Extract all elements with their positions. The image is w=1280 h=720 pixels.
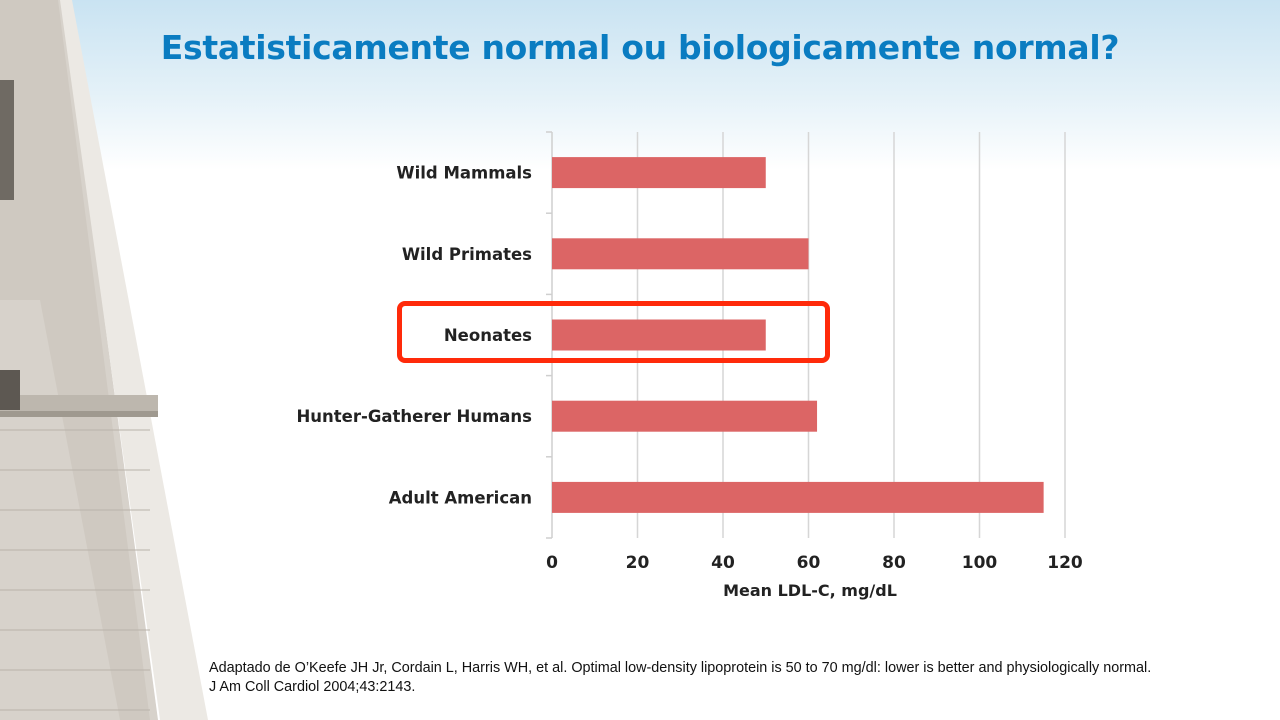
citation-line-2: J Am Coll Cardiol 2004;43:2143. (209, 679, 416, 695)
neonates-highlight-box (397, 301, 830, 363)
bar-neonates (552, 319, 766, 351)
x-tick-label-0: 0 (546, 553, 558, 573)
citation-line-1: Adaptado de O’Keefe JH Jr, Cordain L, Ha… (209, 660, 1152, 676)
x-tick-label-120: 120 (1047, 553, 1083, 573)
x-tick-label-40: 40 (711, 553, 735, 573)
category-label-wild-primates: Wild Primates (402, 245, 532, 264)
x-tick-label-60: 60 (797, 553, 821, 573)
background-sky (0, 0, 1280, 170)
category-label-neonates: Neonates (444, 326, 532, 345)
building-photo (0, 0, 208, 720)
x-tick-label-20: 20 (626, 553, 650, 573)
bars (552, 157, 1044, 513)
citation: Adaptado de O’Keefe JH Jr, Cordain L, Ha… (209, 659, 1274, 697)
bar-hunter-gatherer-humans (552, 400, 818, 432)
x-tick-labels: 0 20 40 60 80 100 120 (546, 553, 1083, 573)
x-tick-label-100: 100 (962, 553, 998, 573)
slide-title: Estatisticamente normal ou biologicament… (160, 28, 1120, 67)
category-label-hunter-gatherer-humans: Hunter-Gatherer Humans (296, 407, 532, 426)
category-label-adult-american: Adult American (389, 488, 532, 507)
bar-adult-american (552, 481, 1044, 513)
category-labels: Wild Mammals Wild Primates Neonates Hunter-… (296, 164, 532, 508)
x-tick-label-80: 80 (882, 553, 906, 573)
bar-wild-mammals (552, 157, 766, 189)
x-axis-title: Mean LDL-C, mg/dL (723, 581, 897, 600)
bar-wild-primates (552, 238, 809, 270)
category-label-wild-mammals: Wild Mammals (396, 164, 532, 183)
